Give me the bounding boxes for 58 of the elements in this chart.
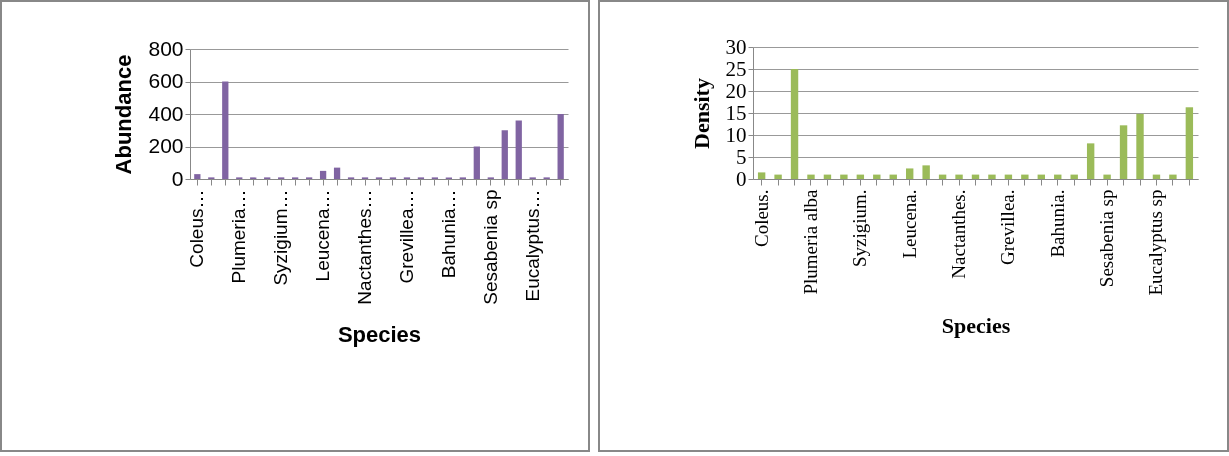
x-tick-label: Grevillea. [997, 189, 1019, 265]
y-tick-label: 0 [171, 166, 184, 190]
x-tick-label: Coleus. [750, 189, 772, 248]
bar [1021, 174, 1029, 179]
y-axis-title: Density [688, 78, 714, 149]
x-tick-label: Plumeria… [228, 189, 250, 284]
y-tick-label: 10 [725, 122, 747, 147]
x-tick-label: Coleus… [186, 189, 208, 268]
bar [1136, 113, 1144, 179]
bar [1169, 174, 1177, 179]
y-axis-title: Abundance [111, 54, 137, 175]
bar [515, 120, 522, 179]
x-tick-label: Bahunia. [1046, 189, 1068, 258]
bar [774, 174, 782, 179]
bar [955, 174, 963, 179]
bar [790, 69, 799, 179]
bar [319, 170, 327, 179]
y-tick-label: 800 [148, 36, 184, 60]
bar [840, 174, 848, 179]
x-tick-label: Nactanthes… [354, 189, 376, 305]
bar [1103, 174, 1111, 179]
bar [333, 167, 341, 179]
x-tick-label: Eucalyptus sp [1145, 189, 1167, 296]
x-tick-label: Sesabenia sp [479, 189, 501, 305]
bar [905, 168, 914, 179]
bar [988, 174, 996, 179]
bar [501, 130, 508, 179]
y-tick-label: 5 [736, 144, 747, 169]
y-tick-label: 30 [725, 34, 747, 59]
x-tick-label: Grevillea… [395, 189, 417, 284]
x-tick-label: Leucena. [898, 189, 920, 259]
x-tick-label: Syzigium… [270, 189, 292, 286]
y-tick-label: 15 [725, 100, 747, 125]
x-axis-title: Species [941, 312, 1011, 338]
bar [1185, 107, 1194, 179]
y-tick-label: 400 [148, 101, 184, 125]
x-tick-label: Sesabenia sp [1096, 189, 1118, 288]
bar [557, 114, 564, 179]
bar [1086, 143, 1095, 179]
bar [1119, 125, 1128, 179]
x-tick-label: Bahunia… [437, 189, 459, 279]
y-tick-label: 600 [148, 69, 184, 92]
bar [222, 81, 229, 179]
bar [194, 174, 201, 179]
y-tick-label: 20 [725, 78, 747, 103]
bar [807, 174, 815, 179]
y-tick-label: 25 [725, 56, 747, 81]
x-tick-label: Nactanthes. [948, 189, 970, 279]
bar [757, 172, 766, 179]
x-tick-label: Syzigium. [849, 189, 871, 268]
bar [922, 165, 930, 179]
bar [473, 146, 480, 179]
x-tick-label: Eucalyptus… [521, 189, 543, 302]
x-tick-label: Leucena… [312, 189, 334, 282]
y-tick-label: 0 [736, 166, 747, 191]
y-tick-label: 200 [148, 134, 184, 157]
x-axis-title: Species [337, 321, 422, 347]
x-tick-label: Plumeria alba [799, 188, 821, 295]
